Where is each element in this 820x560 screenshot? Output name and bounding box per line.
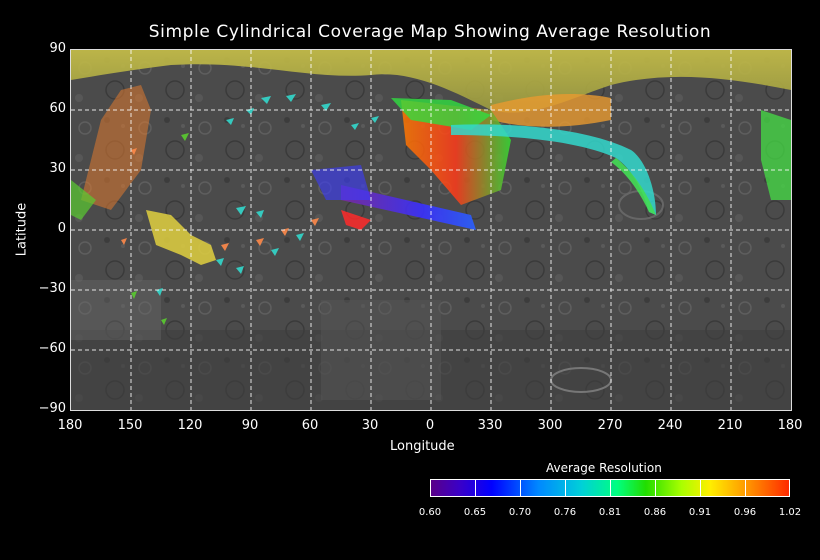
y-tick-label: −90 xyxy=(38,401,66,416)
x-tick-label: 300 xyxy=(537,418,563,433)
x-tick-label: 30 xyxy=(361,418,379,433)
x-tick-label: 180 xyxy=(57,418,83,433)
colorbar-divider xyxy=(565,480,566,496)
colorbar-label: 0.76 xyxy=(553,507,577,518)
colorbar-label: 0.60 xyxy=(418,507,442,518)
graticule xyxy=(71,50,791,410)
y-axis-title: Latitude xyxy=(14,202,30,257)
colorbar-divider xyxy=(610,480,611,496)
colorbar-label: 0.96 xyxy=(733,507,757,518)
x-tick-label: 0 xyxy=(425,418,435,433)
x-axis-title: Longitude xyxy=(390,439,455,454)
colorbar-label: 0.91 xyxy=(688,507,712,518)
y-tick-label: −60 xyxy=(38,341,66,356)
colorbar-label: 0.86 xyxy=(643,507,667,518)
yellow-patch xyxy=(146,210,216,265)
colorbar-divider xyxy=(700,480,701,496)
colorbar-divider xyxy=(655,480,656,496)
x-tick-label: 150 xyxy=(117,418,143,433)
x-tick-label: 120 xyxy=(177,418,203,433)
y-tick-label: 90 xyxy=(49,41,66,56)
map-title: Simple Cylindrical Coverage Map Showing … xyxy=(148,22,712,42)
colorbar-divider xyxy=(745,480,746,496)
y-tick-label: 30 xyxy=(49,161,66,176)
x-tick-label: 90 xyxy=(241,418,259,433)
blue-strip xyxy=(341,185,476,230)
x-tick-label: 180 xyxy=(777,418,803,433)
y-tick-label: 60 xyxy=(49,101,66,116)
colorbar-divider xyxy=(475,480,476,496)
x-tick-label: 60 xyxy=(301,418,319,433)
scattered-observations xyxy=(156,94,379,296)
x-tick-label: 240 xyxy=(657,418,683,433)
x-tick-label: 330 xyxy=(477,418,503,433)
colorbar-label: 0.65 xyxy=(463,507,487,518)
x-tick-label: 270 xyxy=(597,418,623,433)
colorbar-label: 0.81 xyxy=(598,507,622,518)
cyan-arc-track xyxy=(451,124,656,215)
x-tick-label: 210 xyxy=(717,418,743,433)
coverage-map xyxy=(70,49,792,411)
colorbar-label: 1.02 xyxy=(778,507,802,518)
colorbar-divider xyxy=(520,480,521,496)
colorbar-label: 0.70 xyxy=(508,507,532,518)
map-canvas xyxy=(71,50,791,410)
colorbar xyxy=(430,479,790,497)
y-tick-label: 0 xyxy=(57,221,66,236)
colorbar-title: Average Resolution xyxy=(546,461,662,475)
y-tick-label: −30 xyxy=(38,281,66,296)
